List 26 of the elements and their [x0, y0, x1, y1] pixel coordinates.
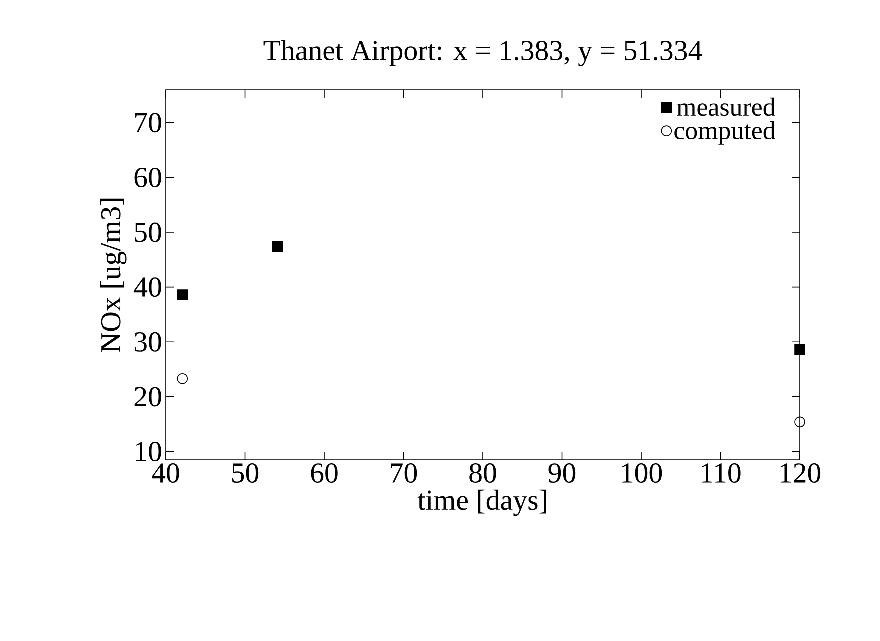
point — [177, 290, 188, 300]
y-tick-label: 30 — [134, 332, 162, 352]
point — [794, 344, 806, 356]
y-axis-title: NOx [ug/m3] — [100, 198, 127, 352]
legend-label: measured — [677, 98, 776, 116]
x-tick-label: 40 — [152, 464, 180, 484]
chart-title: Thanet Airport: x = 1.383, y = 51.334 — [264, 40, 702, 66]
x-tick-label: 50 — [232, 464, 259, 484]
x-tick-label: 60 — [311, 464, 338, 484]
point — [272, 241, 284, 252]
y-tick-label: 60 — [134, 168, 162, 188]
y-tick-label: 50 — [135, 222, 162, 242]
y-tick-label: 10 — [136, 442, 162, 462]
x-tick-label: 100 — [622, 464, 662, 484]
y-tick-label: 70 — [135, 113, 162, 133]
point — [177, 373, 188, 384]
x-tick-label: 70 — [391, 464, 418, 484]
y-tick-label: 20 — [134, 387, 162, 407]
x-tick-label: 120 — [780, 464, 821, 484]
x-tick-label: 90 — [548, 464, 576, 484]
point — [794, 416, 806, 428]
y-tick-label: 40 — [134, 278, 162, 298]
x-axis-title: time [days] — [418, 490, 546, 516]
legend-label: computed — [674, 121, 776, 145]
x-tick-label: 110 — [702, 464, 741, 484]
x-tick-label: 80 — [470, 464, 496, 484]
